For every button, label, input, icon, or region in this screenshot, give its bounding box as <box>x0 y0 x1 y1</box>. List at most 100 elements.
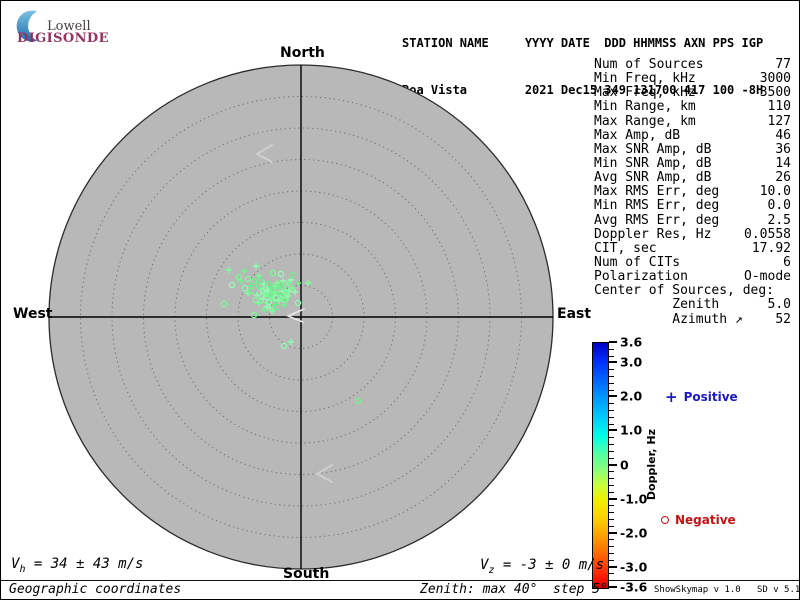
source-point-negative <box>288 271 296 279</box>
source-point-negative <box>294 299 302 307</box>
stats-row: Max Freq, kHz 3500 <box>594 86 791 100</box>
stats-value: 0.0558 <box>744 226 791 242</box>
header-column-label: AXN <box>683 36 706 50</box>
stats-row: Max SNR Amp, dB 36 <box>594 142 791 157</box>
colorbar-major-tick <box>609 429 617 432</box>
stats-value: 6 <box>783 254 791 270</box>
stats-row: Avg SNR Amp, dB 26 <box>594 170 791 186</box>
doppler-colorbar: 3.6 3.0 2.0 1.0 0 -1.0 -2.0 -3.0 -3.6 <box>592 335 662 595</box>
stats-row: Num of Sources 77 <box>594 57 791 72</box>
stats-value: 110 <box>767 99 791 115</box>
header-column-label: STATION NAME <box>402 36 489 50</box>
legend-negative-label: Negative <box>675 513 736 527</box>
source-point-negative <box>250 277 258 285</box>
stats-label: Min SNR Amp, dB <box>594 155 712 171</box>
stats-label: Zenith <box>594 297 720 313</box>
colorbar-major-tick <box>609 586 617 588</box>
header-column-value: -8H <box>741 83 764 97</box>
source-point-positive <box>252 262 260 270</box>
header-column-label: IGP <box>741 36 764 50</box>
header-column: DDD 349 <box>604 6 633 128</box>
stats-label: Min Range, km <box>594 99 696 115</box>
colorbar-minor-tick <box>609 423 614 425</box>
stats-label: Doppler Res, Hz <box>594 226 712 242</box>
stats-value: 3500 <box>759 85 791 101</box>
colorbar-major-tick <box>609 341 617 343</box>
footer-separator <box>1 580 799 581</box>
footer-zenith-caption: Zenith: max 40° step 5° <box>420 582 608 597</box>
logo-lowell-text: Lowell <box>47 19 91 34</box>
ring-arrow-marker-bottom-icon <box>314 464 333 483</box>
source-point-positive <box>273 279 281 287</box>
colorbar-tick-label: 1.0 <box>620 422 643 438</box>
footer-geographic-caption: Geographic coordinates <box>9 582 182 597</box>
compass-label-north: North <box>280 45 325 61</box>
logo-digisonde-text: DIGISONDE <box>17 31 109 46</box>
stats-label: Min RMS Err, deg <box>594 198 720 214</box>
lowell-digisonde-logo: Lowell DIGISONDE <box>1 1 111 49</box>
ring-arrow-marker-top-icon <box>254 144 273 163</box>
stats-row: Zenith 5.0 <box>594 298 791 312</box>
colorbar-minor-tick <box>609 348 614 350</box>
colorbar-major-tick <box>609 395 617 398</box>
stats-row: Max RMS Err, deg 10.0 <box>594 185 791 199</box>
stats-label: Avg RMS Err, deg <box>594 212 720 228</box>
crescent-logo-icon <box>16 10 38 42</box>
stats-value: 52 <box>775 311 791 327</box>
source-point-negative <box>277 292 285 300</box>
colorbar-major-tick <box>609 497 617 500</box>
source-point-negative <box>262 285 270 293</box>
header-column: IGP -8H <box>742 6 764 128</box>
colorbar-minor-tick <box>609 457 614 459</box>
colorbar-minor-tick <box>609 450 614 452</box>
footer-vh-velocity: Vh = 34 ± 43 m/s <box>11 556 144 575</box>
colorbar-minor-tick <box>609 416 614 418</box>
stats-label: Center of Sources, deg: <box>594 283 775 299</box>
stats-row: Avg RMS Err, deg 2.5 <box>594 212 791 228</box>
colorbar-minor-tick <box>609 491 614 493</box>
source-point-positive <box>260 280 268 288</box>
header-column-value: 2021 <box>524 83 554 97</box>
colorbar-minor-tick <box>609 484 614 486</box>
source-point-negative <box>247 287 255 295</box>
source-point-negative <box>281 296 289 304</box>
stats-value: 2.5 <box>767 212 791 228</box>
source-point-positive <box>304 279 312 287</box>
source-point-positive <box>263 303 271 311</box>
footer-credit: ShowSkymap v 1.0 SD v 5.1 <box>654 585 800 595</box>
stats-value: 10.0 <box>759 184 791 200</box>
source-point-negative <box>266 294 274 302</box>
colorbar-minor-tick <box>609 382 614 384</box>
stats-row: Center of Sources, deg: <box>594 284 791 298</box>
stats-label: Max Freq, kHz <box>594 85 696 101</box>
source-point-negative <box>277 270 285 278</box>
compass-label-west: West <box>13 306 53 322</box>
colorbar-minor-tick <box>609 389 614 391</box>
footer-vz-velocity: Vz = -3 ± 0 m/s <box>480 557 605 576</box>
colorbar-minor-tick <box>609 573 614 575</box>
colorbar-minor-tick <box>609 539 614 541</box>
stats-value: 0.0 <box>767 198 791 214</box>
stats-row: CIT, sec 17.92 <box>594 240 791 256</box>
colorbar-tick-label: -2.0 <box>620 525 648 541</box>
colorbar-minor-tick <box>609 505 614 507</box>
header-column-value: 349 <box>604 83 626 97</box>
source-point-negative <box>273 303 281 311</box>
colorbar-minor-tick <box>609 376 614 378</box>
colorbar-minor-tick <box>609 512 614 514</box>
stats-label: Min Freq, kHz <box>594 71 696 87</box>
stats-value: 26 <box>775 170 791 186</box>
source-point-negative <box>241 284 249 292</box>
colorbar-minor-tick <box>609 580 614 582</box>
stats-value: 77 <box>775 57 791 72</box>
stats-row: Doppler Res, Hz 0.0558 <box>594 226 791 242</box>
source-point-negative <box>283 283 291 291</box>
source-point-positive <box>279 277 287 285</box>
stats-value: 3000 <box>759 71 791 87</box>
stats-label: CIT, sec <box>594 240 657 256</box>
colorbar-minor-tick <box>609 471 614 473</box>
colorbar-minor-tick <box>609 518 614 520</box>
header-column-label: PPS <box>712 36 735 50</box>
